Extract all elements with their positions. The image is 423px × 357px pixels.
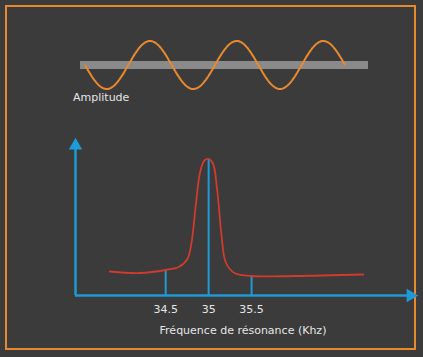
svg-text:34.5: 34.5 [153,303,178,316]
svg-text:35: 35 [202,303,216,316]
svg-text:35.5: 35.5 [239,303,263,316]
html-text:Amplitude: Amplitude [73,91,130,104]
svg-text:Fréquence de résonance (Khz): Fréquence de résonance (Khz) [160,324,327,337]
